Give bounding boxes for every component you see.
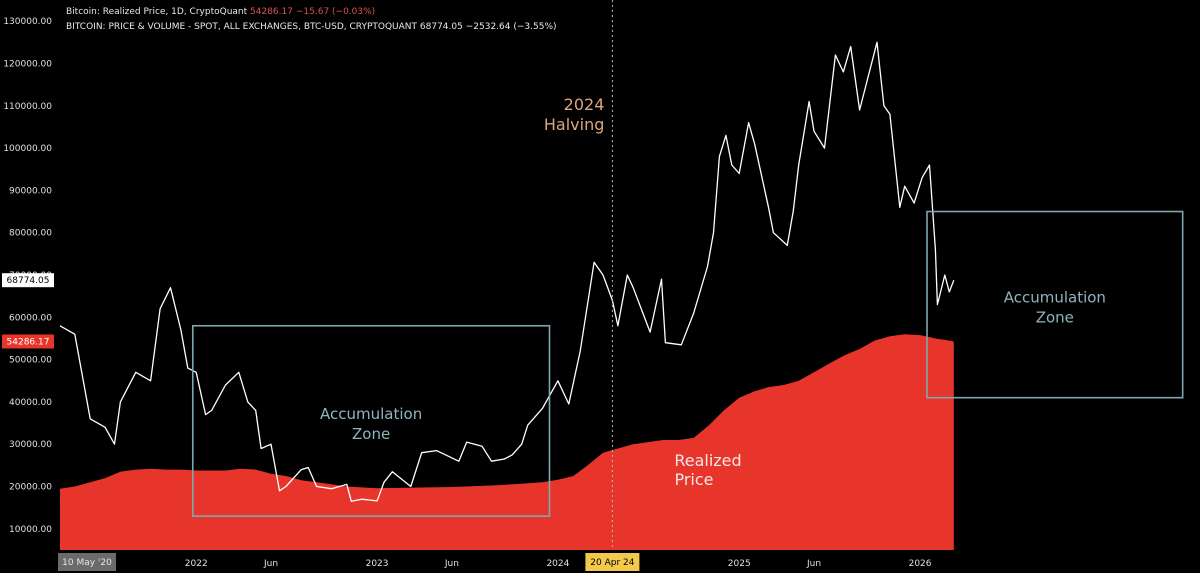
legend-realized-change: −15.67 (−0.03%) — [295, 7, 376, 17]
y-tick-label: 40000.00 — [9, 398, 52, 408]
x-tick-label: 2023 — [366, 559, 389, 569]
x-tick-label: 2022 — [185, 559, 208, 569]
accumulation-zone-box-2 — [926, 210, 1184, 399]
legend-price-name: BITCOIN: PRICE & VOLUME - SPOT, ALL EXCH… — [66, 22, 418, 32]
y-tick-label: 120000.00 — [3, 59, 52, 69]
legend-price-volume: BITCOIN: PRICE & VOLUME - SPOT, ALL EXCH… — [66, 22, 557, 32]
halving-date-tag: 20 Apr 24 — [590, 558, 634, 568]
halving-date-tag-bg — [585, 553, 640, 571]
x-tick-label: Jun — [806, 559, 821, 569]
y-tick-label: 110000.00 — [3, 102, 52, 112]
y-tick-label: 60000.00 — [9, 313, 52, 323]
accumulation-zone-label-1: Accumulation — [320, 405, 422, 423]
halving-label-year: 2024 — [564, 95, 605, 114]
y-tick-label: 10000.00 — [9, 525, 52, 535]
accumulation-zone-sublabel-2: Zone — [1036, 309, 1074, 327]
y-tick-label: 90000.00 — [9, 186, 52, 196]
accumulation-zone-label-2: Accumulation — [1004, 289, 1106, 307]
cursor-date-tag-bg — [58, 553, 116, 571]
x-tick-label: 2024 — [546, 559, 569, 569]
legend-price-value: 68774.05 — [419, 22, 463, 32]
legend-realized-price: Bitcoin: Realized Price, 1D, CryptoQuant… — [66, 7, 375, 17]
realized-last-value-tag-bg — [2, 334, 54, 349]
btc-price-line — [59, 41, 955, 502]
realized-price-label: Realized — [674, 451, 741, 470]
realized-price-area — [59, 334, 954, 550]
legend-price-change: −2532.64 (−3.55%) — [465, 22, 557, 32]
x-tick-label: Jun — [263, 559, 278, 569]
y-tick-label: 100000.00 — [3, 144, 52, 154]
price-last-value-tag-bg — [2, 273, 54, 288]
legend-realized-value: 54286.17 — [250, 7, 293, 17]
x-tick-label: 2026 — [909, 559, 932, 569]
accumulation-zone-sublabel-1: Zone — [352, 425, 390, 443]
y-tick-label: 30000.00 — [9, 440, 52, 450]
halving-label-text: Halving — [544, 115, 605, 134]
realized-price-sublabel: Price — [674, 470, 713, 489]
x-tick-label: Jun — [444, 559, 459, 569]
y-tick-label: 130000.00 — [3, 17, 52, 27]
y-tick-label: 50000.00 — [9, 356, 52, 366]
y-tick-label: 20000.00 — [9, 483, 52, 493]
cursor-date-tag: 10 May '20 — [62, 558, 112, 568]
accumulation-zone-box-1 — [191, 324, 551, 517]
y-tick-label: 80000.00 — [9, 229, 52, 239]
legend-realized-name: Bitcoin: Realized Price, 1D, CryptoQuant — [66, 7, 248, 17]
realized-last-value-tag: 54286.17 — [7, 337, 50, 347]
x-tick-label: 2025 — [728, 559, 751, 569]
price-last-value-tag: 68774.05 — [7, 276, 50, 286]
